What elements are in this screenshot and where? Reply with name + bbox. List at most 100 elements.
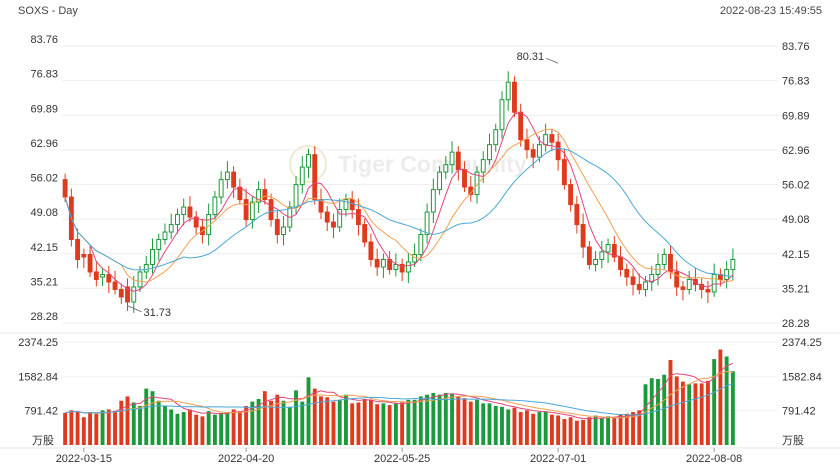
price-tick-right: 83.76 (782, 41, 810, 53)
volume-bar (237, 411, 242, 445)
volume-bar (506, 409, 511, 445)
volume-bar (375, 404, 380, 445)
watermark-logo-icon (289, 145, 327, 183)
candle-body (293, 184, 299, 208)
candle-body (362, 224, 368, 243)
volume-bar (718, 349, 723, 445)
volume-bar (275, 394, 280, 445)
volume-ma-lines (64, 362, 734, 420)
candle-body (680, 286, 686, 290)
candle-body (499, 99, 505, 131)
volume-bar (387, 405, 392, 445)
volume-bar (493, 405, 498, 445)
candle-body (349, 199, 355, 211)
price-tick-left: 28.28 (30, 311, 58, 323)
volume-bar (618, 414, 623, 445)
candle-body (150, 249, 155, 265)
volume-bar (138, 405, 142, 445)
volume-bar (525, 410, 529, 445)
volume-bar (381, 403, 386, 445)
volume-bar (568, 417, 573, 445)
volume-bar (599, 418, 604, 445)
vol-ma20-line (64, 383, 734, 416)
price-tick-right: 69.89 (782, 110, 810, 122)
candle-body (493, 129, 499, 146)
candle-body (549, 134, 555, 143)
candle-body (356, 209, 361, 226)
date-label: 2022-05-25 (374, 453, 430, 465)
volume-bar (225, 412, 230, 445)
candle-body (618, 256, 623, 270)
volume-bar (543, 411, 548, 445)
candle-body (193, 216, 199, 228)
candle-body (455, 151, 461, 171)
volume-bar (63, 412, 68, 445)
candle-body (443, 164, 449, 173)
candle-body (156, 239, 162, 251)
candle-body (231, 171, 237, 188)
volume-bar (231, 409, 236, 445)
volume-bar (281, 400, 286, 445)
volume-bar (331, 401, 336, 445)
volume-bar (69, 410, 74, 445)
date-label: 2022-04-20 (218, 453, 274, 465)
candle-body (580, 224, 586, 248)
volume-bar (406, 399, 411, 445)
candle-body (112, 281, 118, 290)
price-tick-right: 35.21 (782, 283, 810, 295)
volume-unit-left: 万股 (32, 434, 54, 447)
candle-body (380, 258, 386, 268)
candle-body (393, 263, 399, 270)
volume-bar (144, 388, 149, 445)
volume-bar (549, 414, 554, 445)
candle-body (674, 271, 680, 288)
volume-bar (587, 417, 592, 445)
candle-body (524, 139, 530, 151)
candle-body (181, 206, 187, 216)
candle-body (368, 241, 374, 260)
candle-body (162, 231, 168, 241)
candle-body (131, 286, 137, 303)
volume-bars[interactable] (63, 349, 735, 445)
candle-body (249, 201, 255, 221)
low-label: 31.73 (144, 307, 172, 319)
volume-bar (119, 400, 124, 445)
volume-tick-right: 791.42 (782, 406, 816, 418)
volume-bar (150, 391, 155, 445)
volume-bar (175, 413, 180, 445)
volume-bar (643, 384, 648, 445)
price-tick-left: 83.76 (30, 34, 58, 46)
candle-body (306, 154, 311, 168)
volume-bar (169, 409, 174, 445)
date-axis: 2022-03-15 2022-04-20 2022-05-25 2022-07-01… (56, 448, 742, 465)
candle-body (730, 258, 736, 270)
candle-body (100, 273, 105, 278)
candle-body (218, 179, 224, 198)
volume-bar (368, 399, 373, 445)
candle-body (480, 159, 486, 173)
candle-body (412, 253, 418, 263)
volume-bar (574, 420, 579, 445)
symbol-title: SOXS - Day (18, 5, 78, 17)
volume-bar (662, 374, 667, 445)
ma20-line (64, 147, 733, 277)
candle-body (437, 171, 442, 191)
price-tick-left: 76.83 (30, 69, 58, 81)
candle-body (318, 199, 324, 213)
volume-bar (481, 403, 486, 445)
volume-bar (362, 399, 367, 445)
price-tick-right: 56.02 (782, 180, 810, 192)
volume-bar (181, 412, 186, 445)
candle-body (487, 144, 492, 161)
candle-body (593, 258, 599, 265)
candle-body (374, 258, 380, 268)
candle-body (93, 271, 99, 280)
candle-body (143, 263, 149, 273)
volume-bar (500, 406, 504, 445)
candle-body (630, 276, 636, 285)
candle-body (505, 81, 511, 101)
volume-bar (687, 384, 692, 445)
candlestick-series[interactable] (62, 71, 736, 313)
candle-body (125, 286, 130, 303)
